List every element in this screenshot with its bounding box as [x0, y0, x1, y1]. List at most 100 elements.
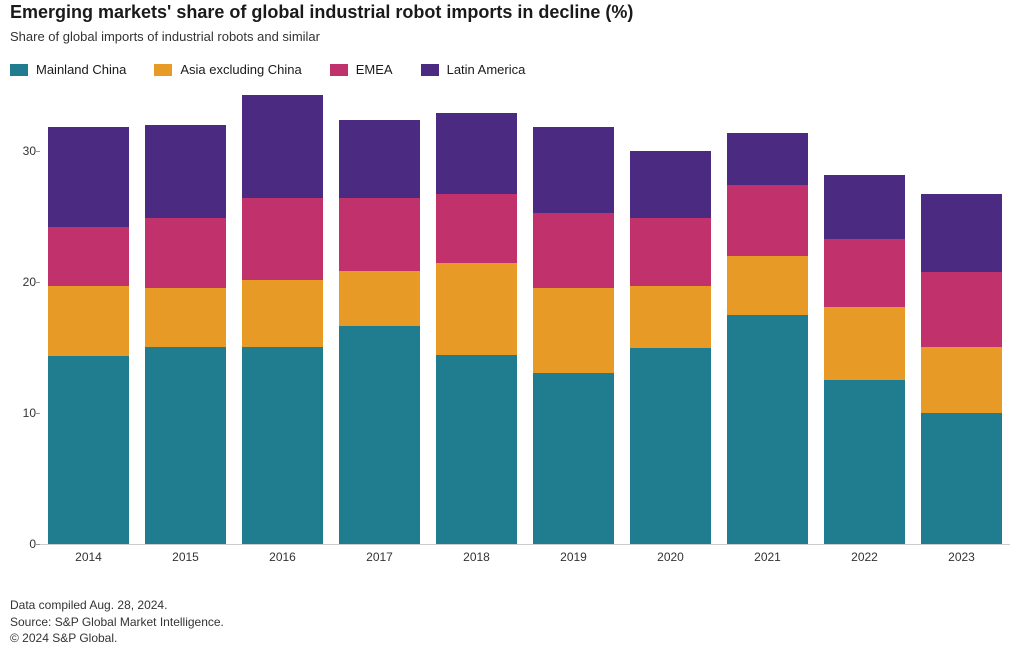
legend-label: Asia excluding China: [180, 62, 301, 77]
y-tick-label: 30: [10, 144, 36, 158]
bar-segment-asia-excluding-china: [727, 256, 808, 315]
legend-swatch-icon: [10, 64, 28, 76]
x-tick-label: 2017: [366, 550, 393, 564]
bar-slot: 2014: [40, 85, 137, 544]
bar-segment-mainland-china: [727, 315, 808, 544]
bar-slot: 2022: [816, 85, 913, 544]
stacked-bar: [824, 175, 905, 544]
y-tick-label: 10: [10, 406, 36, 420]
x-tick-label: 2016: [269, 550, 296, 564]
y-tick-mark: [36, 413, 40, 414]
legend-item-2: EMEA: [330, 62, 393, 77]
bar-segment-latin-america: [824, 175, 905, 239]
bar-segment-asia-excluding-china: [436, 263, 517, 355]
bar-segment-emea: [533, 213, 614, 288]
stacked-bar: [48, 127, 129, 544]
bar-segment-latin-america: [727, 133, 808, 186]
bar-slot: 2016: [234, 85, 331, 544]
bar-segment-emea: [630, 218, 711, 286]
y-tick-mark: [36, 151, 40, 152]
x-tick-label: 2015: [172, 550, 199, 564]
legend-swatch-icon: [154, 64, 172, 76]
legend-item-3: Latin America: [421, 62, 526, 77]
bar-slot: 2015: [137, 85, 234, 544]
bar-segment-asia-excluding-china: [630, 286, 711, 348]
bar-segment-asia-excluding-china: [145, 288, 226, 347]
stacked-bar: [630, 151, 711, 544]
bar-slot: 2018: [428, 85, 525, 544]
legend-swatch-icon: [421, 64, 439, 76]
chart-title: Emerging markets' share of global indust…: [10, 2, 1010, 23]
y-tick-mark: [36, 282, 40, 283]
bar-segment-latin-america: [339, 120, 420, 199]
footer-line-2: Source: S&P Global Market Intelligence.: [10, 614, 224, 630]
bar-segment-emea: [339, 198, 420, 270]
bar-slot: 2021: [719, 85, 816, 544]
bar-segment-emea: [48, 227, 129, 286]
bar-segment-asia-excluding-china: [48, 286, 129, 356]
bar-segment-mainland-china: [921, 413, 1002, 544]
bar-segment-mainland-china: [824, 380, 905, 544]
x-tick-label: 2021: [754, 550, 781, 564]
bar-slot: 2020: [622, 85, 719, 544]
bar-segment-latin-america: [145, 125, 226, 218]
stacked-bar: [242, 95, 323, 544]
y-tick-label: 20: [10, 275, 36, 289]
bar-segment-emea: [436, 194, 517, 262]
bar-segment-emea: [921, 272, 1002, 347]
bar-segment-asia-excluding-china: [242, 280, 323, 347]
bar-slot: 2023: [913, 85, 1010, 544]
bar-segment-emea: [727, 185, 808, 256]
legend: Mainland China Asia excluding China EMEA La…: [10, 62, 1010, 77]
bar-segment-mainland-china: [339, 326, 420, 544]
x-tick-label: 2014: [75, 550, 102, 564]
bar-segment-mainland-china: [630, 348, 711, 544]
stacked-bar: [145, 125, 226, 544]
bar-segment-latin-america: [242, 95, 323, 199]
plot-area: 2014201520162017201820192020202120222023…: [40, 85, 1010, 545]
stacked-bar: [727, 133, 808, 544]
stacked-bar: [533, 127, 614, 544]
bar-segment-mainland-china: [533, 373, 614, 544]
x-tick-label: 2018: [463, 550, 490, 564]
bar-segment-asia-excluding-china: [533, 288, 614, 373]
bar-segment-mainland-china: [436, 355, 517, 544]
bar-segment-asia-excluding-china: [824, 307, 905, 379]
y-tick-mark: [36, 544, 40, 545]
bar-segment-asia-excluding-china: [339, 271, 420, 326]
footer-line-3: © 2024 S&P Global.: [10, 630, 224, 646]
bar-slot: 2017: [331, 85, 428, 544]
x-tick-label: 2023: [948, 550, 975, 564]
bar-segment-latin-america: [921, 194, 1002, 272]
bars-container: 2014201520162017201820192020202120222023: [40, 85, 1010, 544]
x-tick-label: 2020: [657, 550, 684, 564]
bar-segment-mainland-china: [48, 356, 129, 544]
bar-segment-mainland-china: [145, 347, 226, 544]
bar-segment-asia-excluding-china: [921, 347, 1002, 413]
footer-line-1: Data compiled Aug. 28, 2024.: [10, 597, 224, 613]
x-tick-label: 2019: [560, 550, 587, 564]
bar-slot: 2019: [525, 85, 622, 544]
legend-swatch-icon: [330, 64, 348, 76]
y-tick-label: 0: [10, 537, 36, 551]
chart-subtitle: Share of global imports of industrial ro…: [10, 29, 1010, 44]
bar-segment-emea: [145, 218, 226, 288]
x-tick-label: 2022: [851, 550, 878, 564]
stacked-bar: [339, 120, 420, 544]
bar-segment-latin-america: [436, 113, 517, 194]
bar-segment-emea: [242, 198, 323, 279]
stacked-bar: [436, 113, 517, 544]
bar-segment-latin-america: [630, 151, 711, 218]
legend-label: EMEA: [356, 62, 393, 77]
bar-segment-emea: [824, 239, 905, 307]
legend-item-1: Asia excluding China: [154, 62, 301, 77]
chart-area: 2014201520162017201820192020202120222023…: [10, 85, 1010, 565]
stacked-bar: [921, 194, 1002, 544]
legend-item-0: Mainland China: [10, 62, 126, 77]
bar-segment-latin-america: [48, 127, 129, 227]
legend-label: Latin America: [447, 62, 526, 77]
bar-segment-latin-america: [533, 127, 614, 212]
chart-footer: Data compiled Aug. 28, 2024. Source: S&P…: [10, 597, 224, 646]
legend-label: Mainland China: [36, 62, 126, 77]
bar-segment-mainland-china: [242, 347, 323, 544]
